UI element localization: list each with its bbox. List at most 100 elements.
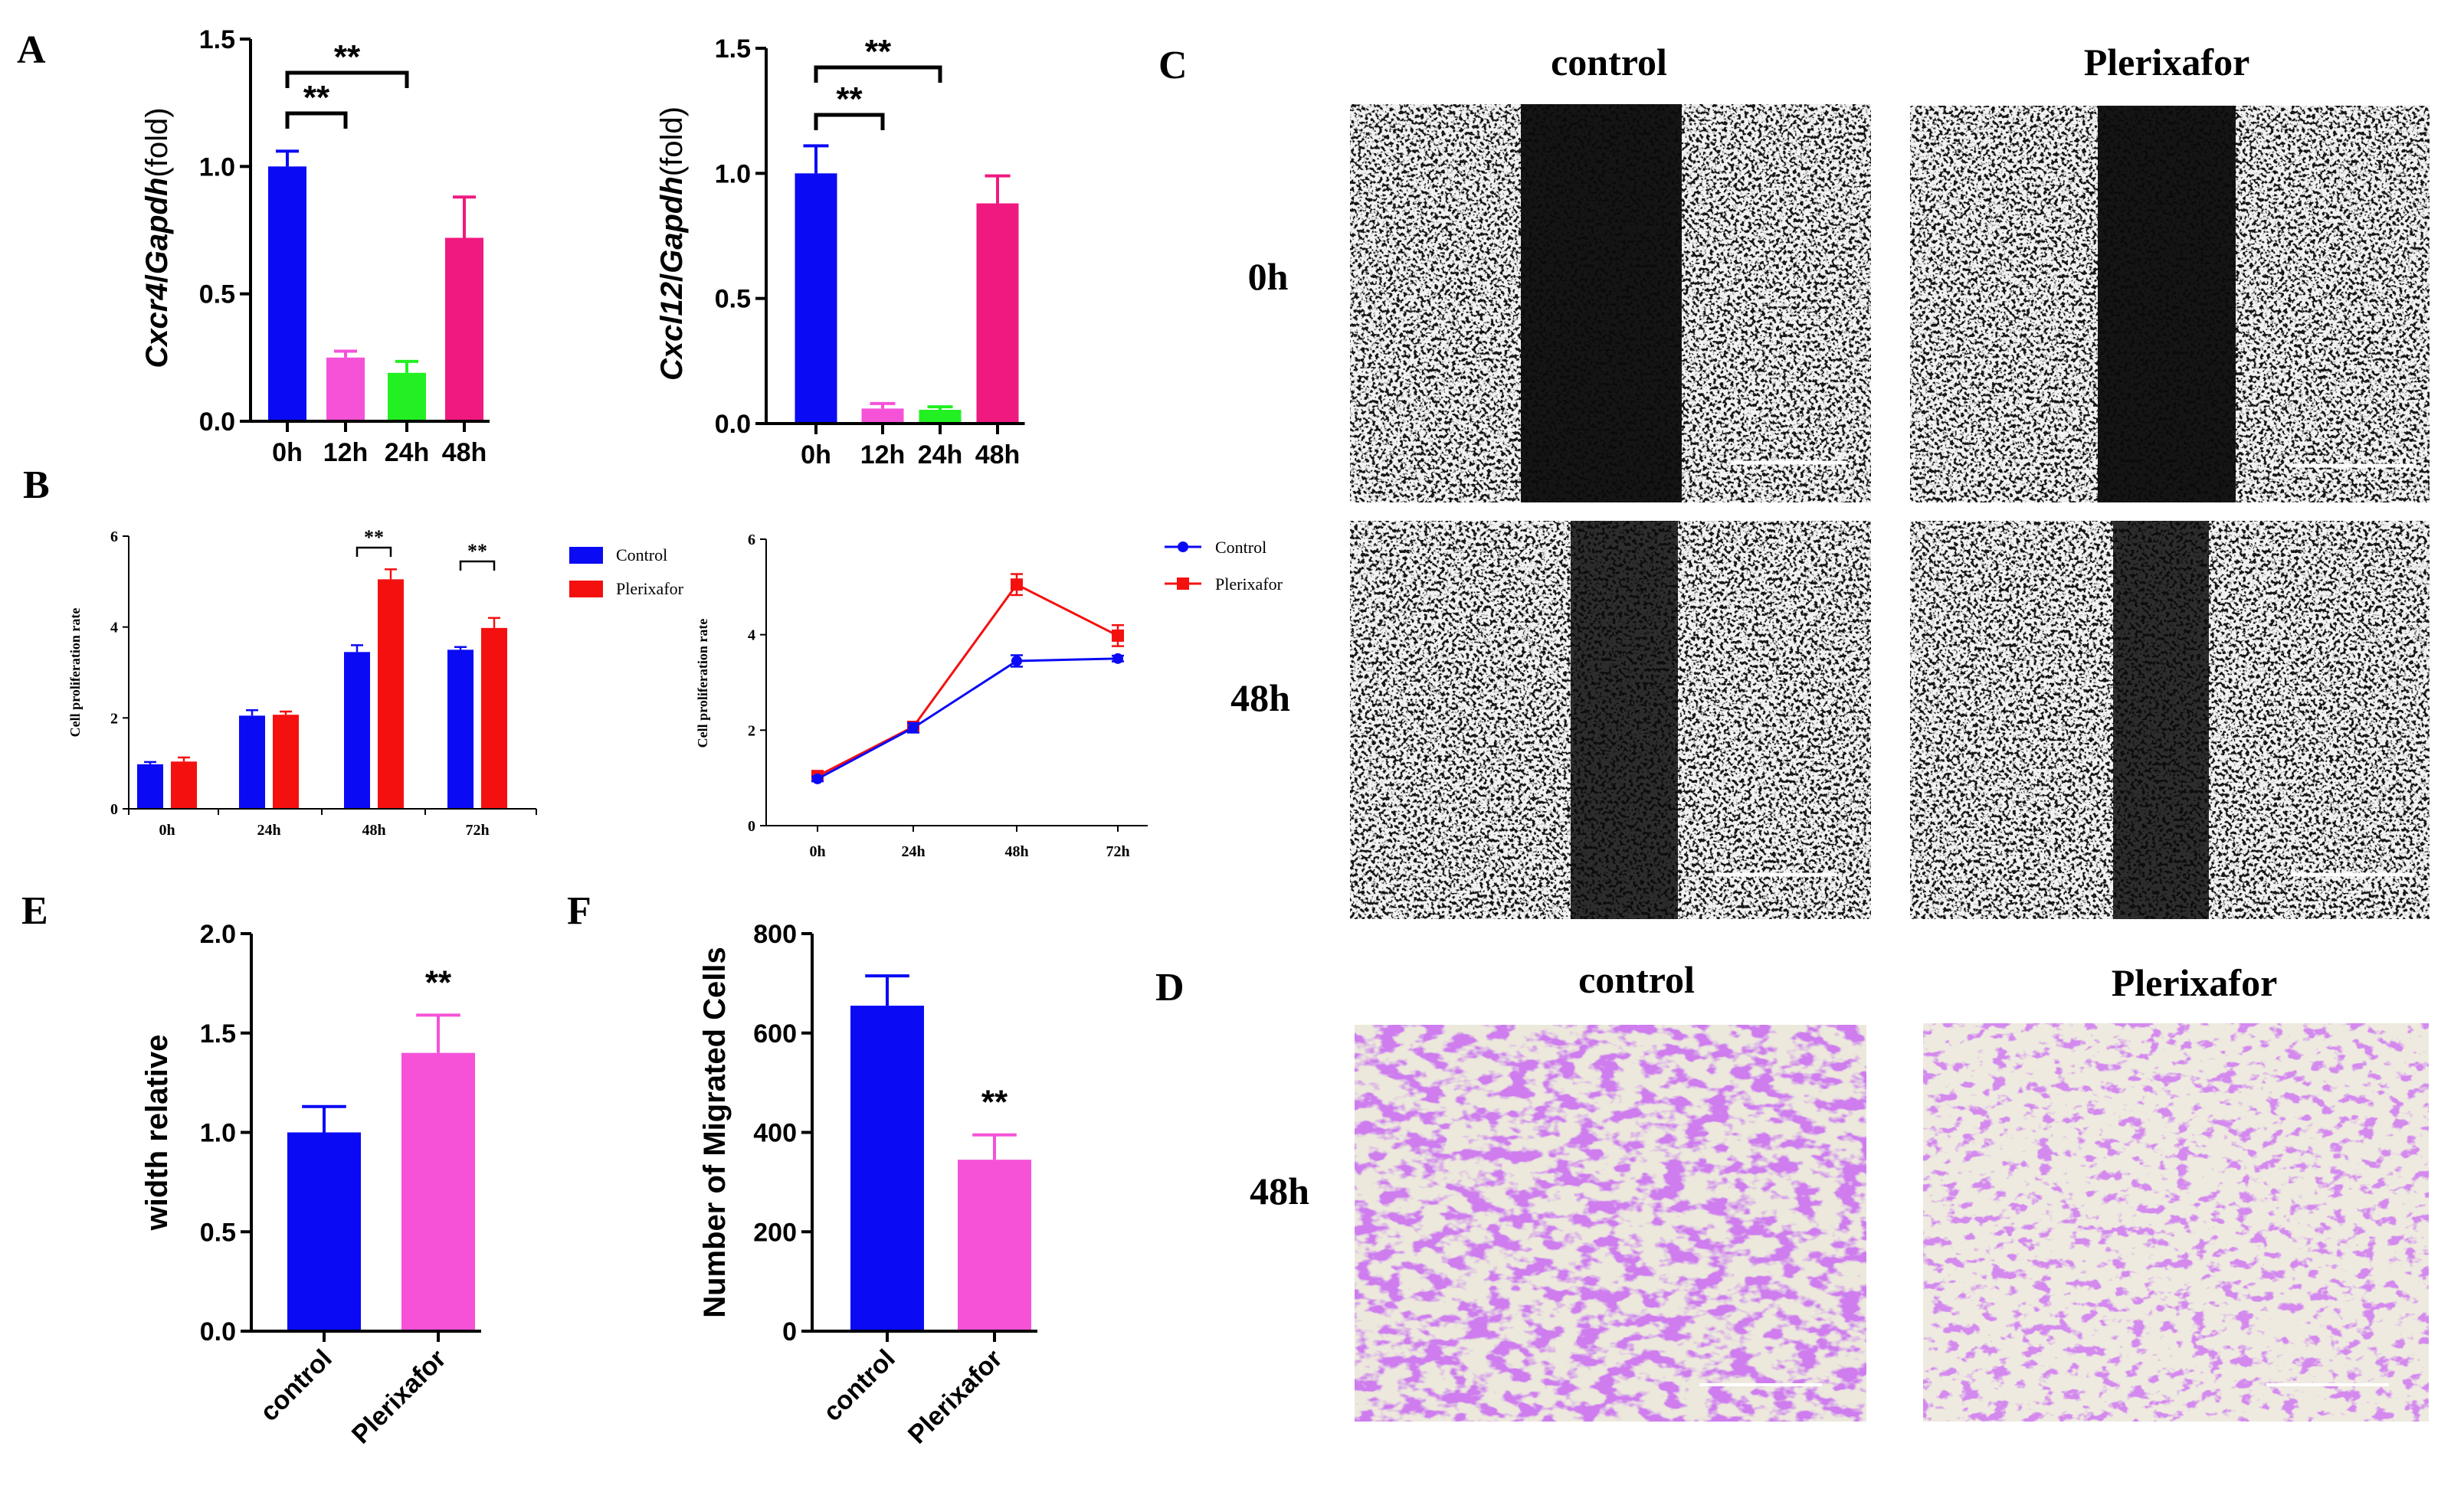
panel-c-col-title-control: control — [1551, 41, 1667, 83]
bar — [273, 715, 299, 809]
y-axis-label: Cell proliferation rate — [695, 619, 710, 748]
series-line — [817, 583, 1119, 777]
legend-label: Plerixafor — [1215, 574, 1283, 594]
significance-bracket — [285, 70, 409, 88]
chart-proliferation-lines: 0 2 4 6 0h 24h 48h 72h Cell proliferation rate Co… — [695, 532, 1283, 860]
bar — [919, 410, 962, 424]
y-tick-label: 600 — [753, 1019, 797, 1049]
y-tick-label: 400 — [753, 1119, 797, 1148]
y-tick-label: 800 — [753, 920, 797, 949]
panel-d-row-label-48h: 48h — [1250, 1170, 1309, 1212]
bar — [344, 652, 370, 809]
significance-label: ** — [836, 80, 863, 118]
y-tick-label: 1.0 — [715, 159, 751, 188]
x-tick-label: 24h — [918, 440, 963, 470]
significance-label: ** — [364, 526, 384, 548]
bar — [850, 1006, 924, 1331]
x-tick-label: control — [254, 1344, 337, 1427]
data-point — [1011, 578, 1023, 591]
panel-c-row-label-48h: 48h — [1230, 676, 1290, 719]
legend-marker — [1177, 577, 1189, 590]
chart-proliferation-bars: 0 2 4 6 0h 24h 48h 72h ** ** Cell proliferation ra… — [67, 526, 684, 839]
bar — [481, 627, 507, 809]
x-tick-label: 48h — [442, 438, 487, 467]
panel-label-a: A — [17, 28, 46, 72]
significance-label: ** — [981, 1084, 1008, 1121]
y-tick-label: 4 — [110, 620, 118, 636]
bar — [268, 166, 306, 422]
legend-label: Plerixafor — [616, 579, 684, 598]
legend-swatch — [569, 547, 603, 564]
y-axis-label: Number of Migrated Cells — [698, 947, 732, 1318]
significance-label: ** — [467, 540, 487, 562]
y-tick-label: 0.0 — [200, 1317, 236, 1346]
panel-d-col-title-control: control — [1578, 958, 1695, 1001]
data-point — [908, 722, 919, 734]
bar — [388, 372, 426, 421]
series-line — [817, 657, 1119, 780]
y-tick-label: 1.5 — [715, 34, 751, 64]
y-axis-label: Cxcr4/Gapdh(fold) — [140, 107, 174, 368]
significance-bracket — [356, 546, 392, 557]
y-tick-label: 1.5 — [200, 1019, 236, 1049]
significance-label: ** — [425, 964, 452, 1001]
panel-c-row-label-0h: 0h — [1248, 255, 1289, 298]
chart-migrated-cells: 0 200 400 600 800 control Plerixafor ** Number o… — [698, 920, 1037, 1450]
bar — [976, 203, 1019, 424]
y-tick-label: 2 — [110, 710, 118, 727]
bar — [287, 1132, 361, 1331]
bar — [861, 408, 904, 424]
x-tick-label: 24h — [257, 822, 280, 839]
y-tick-label: 0 — [782, 1317, 797, 1346]
bar — [447, 649, 473, 809]
x-tick-label: 12h — [323, 438, 369, 467]
y-tick-label: 0.5 — [199, 280, 235, 309]
bar — [378, 579, 404, 809]
panel-label-f: F — [567, 889, 591, 933]
bar — [171, 761, 197, 809]
x-tick-label: 0h — [272, 438, 303, 467]
legend-swatch — [569, 581, 603, 597]
y-axis-label: width relative — [140, 1035, 174, 1232]
significance-bracket — [285, 111, 348, 129]
y-tick-label: 6 — [110, 528, 118, 545]
micrograph-control-48h — [1350, 521, 1871, 919]
panel-label-d: D — [1155, 966, 1184, 1009]
x-tick-label: 0h — [801, 440, 831, 470]
y-axis-label: Cell proliferation rate — [67, 608, 83, 738]
y-axis-label: Cxcl12/Gapdh(fold) — [655, 106, 689, 381]
x-tick-label: 72h — [1106, 843, 1129, 860]
x-tick-label: Plerixafor — [346, 1344, 452, 1450]
x-tick-label: 24h — [901, 843, 925, 860]
chart-cxcl12-expression: 0.0 0.5 1.0 1.5 0h 12h 24h 48h **** Cxcl12/Gapdh(… — [655, 33, 1025, 470]
y-tick-label: 0 — [748, 818, 755, 835]
data-point — [812, 773, 823, 784]
data-point — [1112, 629, 1124, 642]
bar — [795, 173, 837, 424]
x-tick-label: 48h — [975, 440, 1021, 470]
legend-marker — [1178, 542, 1188, 552]
y-tick-label: 2 — [748, 722, 755, 739]
y-tick-label: 4 — [748, 627, 755, 644]
panel-c-col-title-plerixafor: Plerixafor — [2084, 41, 2250, 83]
y-tick-label: 1.0 — [200, 1119, 236, 1148]
micrograph-transwell-control — [1355, 1025, 1866, 1422]
significance-bracket — [459, 560, 496, 571]
bar — [326, 357, 365, 421]
x-tick-label: 48h — [362, 822, 385, 839]
y-tick-label: 1.5 — [199, 25, 235, 54]
panel-d-transwell-assay: control Plerixafor 48h — [1250, 958, 2429, 1422]
panel-label-b: B — [23, 463, 50, 507]
y-tick-label: 0.5 — [200, 1218, 236, 1247]
micrograph-transwell-plerixafor — [1923, 1023, 2429, 1422]
x-tick-label: Plerixafor — [903, 1344, 1008, 1450]
bar — [445, 237, 483, 421]
significance-label: ** — [334, 38, 361, 76]
bar — [137, 764, 163, 809]
y-tick-label: 6 — [748, 532, 755, 548]
y-tick-label: 200 — [753, 1218, 797, 1247]
legend-label: Control — [1215, 538, 1266, 557]
chart-cxcr4-expression: 0.0 0.5 1.0 1.5 0h 12h 24h 48h **** Cxcr4/Gapdh(f… — [140, 25, 490, 467]
micrograph-plerixafor-48h — [1910, 521, 2430, 919]
significance-bracket — [814, 65, 942, 83]
